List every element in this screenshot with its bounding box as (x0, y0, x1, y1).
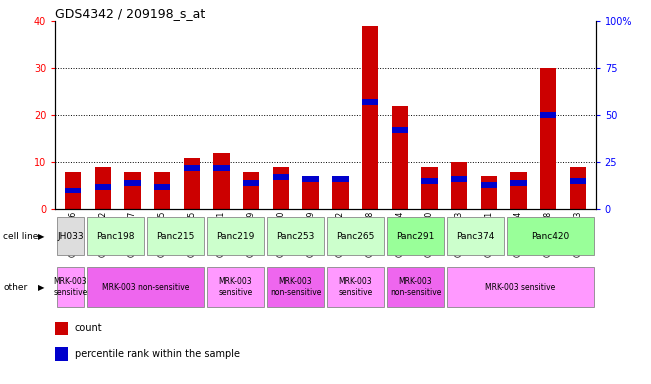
Bar (362, 26, 378, 209)
Text: Panc420: Panc420 (531, 232, 570, 241)
Bar (362, 99, 378, 105)
Text: MRK-003 sensitive: MRK-003 sensitive (486, 283, 556, 291)
Text: Panc198: Panc198 (96, 232, 135, 241)
Text: JH033: JH033 (57, 232, 84, 241)
Bar (55, 347, 68, 361)
FancyBboxPatch shape (146, 217, 204, 255)
FancyBboxPatch shape (327, 217, 384, 255)
FancyBboxPatch shape (206, 267, 264, 307)
FancyBboxPatch shape (387, 267, 445, 307)
Bar (124, 180, 141, 186)
Bar (332, 176, 348, 182)
Bar (421, 167, 437, 209)
Bar (451, 162, 467, 209)
Bar (154, 172, 171, 209)
Bar (540, 68, 557, 209)
Bar (540, 113, 557, 118)
Bar (124, 172, 141, 209)
Text: MRK-003
non-sensitive: MRK-003 non-sensitive (270, 277, 321, 297)
FancyBboxPatch shape (206, 217, 264, 255)
FancyBboxPatch shape (57, 217, 84, 255)
FancyBboxPatch shape (57, 267, 84, 307)
Text: MRK-003
sensitive: MRK-003 sensitive (218, 277, 253, 297)
Bar (510, 172, 527, 209)
Text: Panc219: Panc219 (216, 232, 255, 241)
Text: MRK-003
non-sensitive: MRK-003 non-sensitive (390, 277, 441, 297)
Text: ▶: ▶ (38, 283, 44, 291)
Bar (391, 127, 408, 133)
Bar (184, 157, 200, 209)
Text: Panc265: Panc265 (337, 232, 375, 241)
Bar (480, 182, 497, 188)
Text: ▶: ▶ (38, 232, 44, 241)
FancyBboxPatch shape (267, 217, 324, 255)
Text: MRK-003 non-sensitive: MRK-003 non-sensitive (102, 283, 189, 291)
Text: cell line: cell line (3, 232, 38, 241)
Bar (154, 184, 171, 190)
Bar (94, 184, 111, 190)
Bar (421, 178, 437, 184)
Bar (303, 176, 319, 209)
FancyBboxPatch shape (87, 267, 204, 307)
Bar (510, 180, 527, 186)
Bar (570, 167, 586, 209)
Bar (55, 322, 68, 335)
Bar (391, 106, 408, 209)
Text: Panc253: Panc253 (276, 232, 314, 241)
Bar (570, 178, 586, 184)
FancyBboxPatch shape (267, 267, 324, 307)
Text: MRK-003
sensitive: MRK-003 sensitive (53, 277, 87, 297)
Bar (94, 167, 111, 209)
FancyBboxPatch shape (447, 217, 505, 255)
Text: Panc291: Panc291 (396, 232, 435, 241)
FancyBboxPatch shape (507, 217, 594, 255)
Bar (273, 174, 289, 180)
Text: percentile rank within the sample: percentile rank within the sample (75, 349, 240, 359)
Text: other: other (3, 283, 27, 291)
Bar (303, 176, 319, 182)
Bar (480, 176, 497, 209)
Bar (332, 176, 348, 209)
Text: count: count (75, 323, 102, 333)
FancyBboxPatch shape (387, 217, 445, 255)
Bar (451, 176, 467, 182)
FancyBboxPatch shape (87, 217, 144, 255)
FancyBboxPatch shape (327, 267, 384, 307)
Bar (65, 188, 81, 193)
Bar (243, 180, 260, 186)
Bar (273, 167, 289, 209)
FancyBboxPatch shape (447, 267, 594, 307)
Text: GDS4342 / 209198_s_at: GDS4342 / 209198_s_at (55, 7, 206, 20)
Text: Panc215: Panc215 (156, 232, 195, 241)
Bar (214, 165, 230, 171)
Bar (214, 153, 230, 209)
Text: Panc374: Panc374 (456, 232, 495, 241)
Text: MRK-003
sensitive: MRK-003 sensitive (339, 277, 372, 297)
Bar (65, 172, 81, 209)
Bar (243, 172, 260, 209)
Bar (184, 165, 200, 171)
